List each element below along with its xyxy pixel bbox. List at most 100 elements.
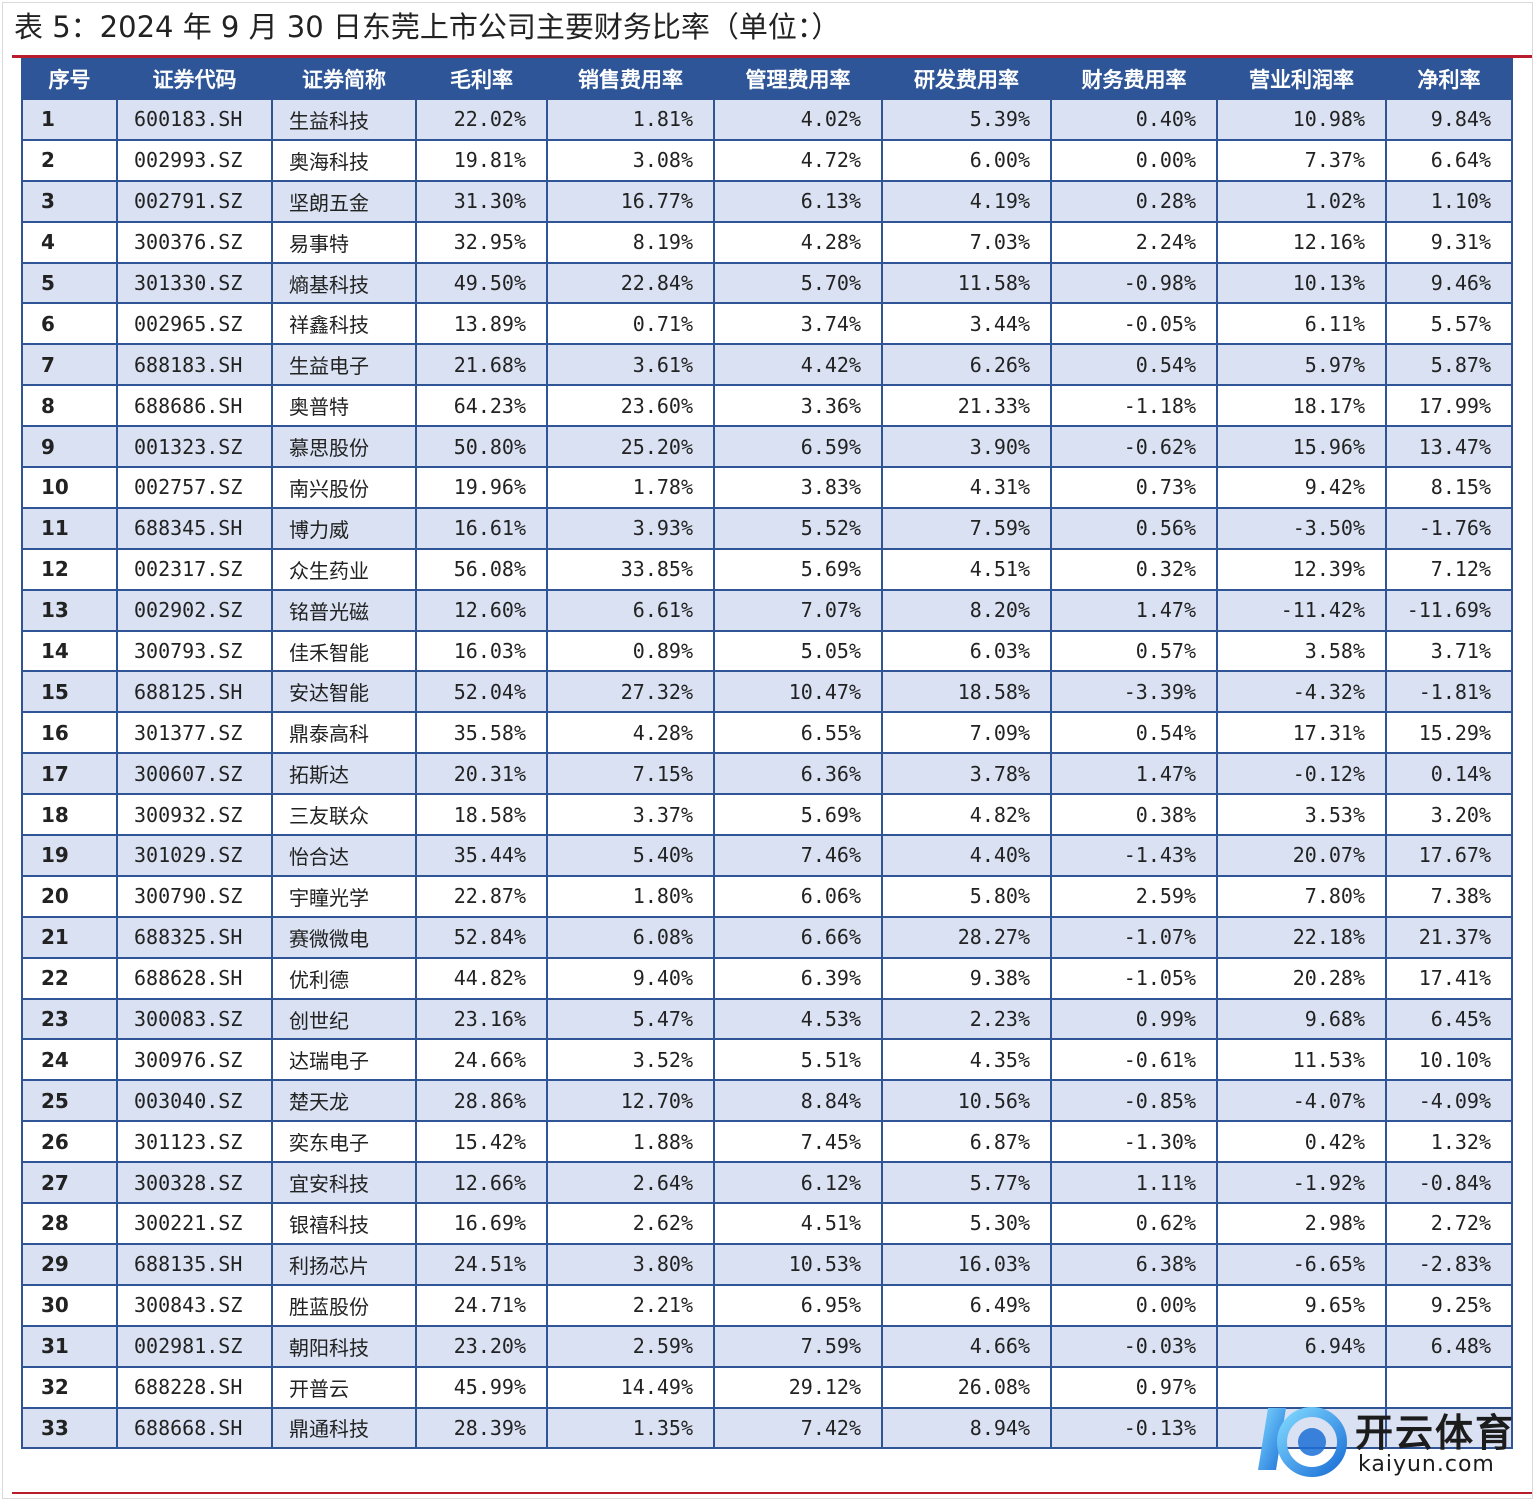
cell-code: 002981.SZ (116, 1324, 273, 1368)
cell-operating-margin (1216, 1406, 1387, 1450)
col-header-finance-expense: 财务费用率 (1050, 58, 1218, 100)
cell-gross-margin: 16.03% (415, 629, 548, 673)
cell-finance-expense: 0.73% (1050, 466, 1218, 509)
cell-sales-expense: 3.08% (546, 138, 715, 182)
cell-rd-expense: 4.66% (881, 1324, 1052, 1368)
cell-gross-margin: 22.87% (415, 874, 548, 918)
table-row: 32 688228.SH 开普云 45.99% 14.49% 29.12% 26.08% 0.… (21, 1365, 1513, 1409)
cell-gross-margin: 52.04% (415, 670, 548, 714)
cell-code: 688135.SH (116, 1242, 273, 1286)
cell-sales-expense: 1.88% (546, 1120, 715, 1164)
cell-code: 688183.SH (116, 343, 273, 387)
cell-operating-margin: 20.28% (1216, 956, 1387, 1000)
cell-finance-expense: -1.07% (1050, 915, 1218, 959)
cell-finance-expense: 2.24% (1050, 220, 1218, 264)
cell-admin-expense: 10.53% (713, 1242, 883, 1286)
table-row: 25 003040.SZ 楚天龙 28.86% 12.70% 8.84% 10.56% -0.… (21, 1079, 1513, 1123)
cell-rd-expense: 4.35% (881, 1038, 1052, 1082)
cell-rd-expense: 6.03% (881, 629, 1052, 673)
cell-finance-expense: 0.00% (1050, 1283, 1218, 1327)
cell-index: 15 (21, 670, 118, 714)
table-row: 8 688686.SH 奥普特 64.23% 23.60% 3.36% 21.33% -1.1… (21, 384, 1513, 428)
cell-name: 鼎泰高科 (271, 711, 417, 755)
cell-operating-margin: -6.65% (1216, 1242, 1387, 1286)
cell-admin-expense: 10.47% (713, 670, 883, 714)
cell-admin-expense: 6.06% (713, 874, 883, 918)
cell-index: 31 (21, 1324, 118, 1368)
cell-index: 17 (21, 752, 118, 796)
cell-net-margin: 9.31% (1385, 220, 1513, 264)
cell-sales-expense: 25.20% (546, 425, 715, 469)
cell-admin-expense: 6.13% (713, 179, 883, 223)
cell-finance-expense: 1.47% (1050, 752, 1218, 796)
cell-gross-margin: 19.81% (415, 138, 548, 182)
cell-name: 生益科技 (271, 98, 417, 141)
cell-name: 奥海科技 (271, 138, 417, 182)
cell-code: 300376.SZ (116, 220, 273, 264)
cell-rd-expense: 16.03% (881, 1242, 1052, 1286)
col-header-gross-margin: 毛利率 (415, 58, 548, 100)
cell-sales-expense: 27.32% (546, 670, 715, 714)
cell-code: 300221.SZ (116, 1202, 273, 1245)
cell-operating-margin: -11.42% (1216, 588, 1387, 632)
cell-finance-expense: -0.62% (1050, 425, 1218, 469)
cell-gross-margin: 28.39% (415, 1406, 548, 1450)
cell-operating-margin: 6.94% (1216, 1324, 1387, 1368)
cell-name: 铭普光磁 (271, 588, 417, 632)
cell-admin-expense: 6.55% (713, 711, 883, 755)
cell-code: 002993.SZ (116, 138, 273, 182)
cell-sales-expense: 6.08% (546, 915, 715, 959)
cell-admin-expense: 7.45% (713, 1120, 883, 1164)
cell-name: 坚朗五金 (271, 179, 417, 223)
cell-sales-expense: 3.52% (546, 1038, 715, 1082)
table-row: 22 688628.SH 优利德 44.82% 9.40% 6.39% 9.38% -1.05… (21, 956, 1513, 1000)
cell-code: 300843.SZ (116, 1283, 273, 1327)
cell-code: 688686.SH (116, 384, 273, 428)
cell-operating-margin: 22.18% (1216, 915, 1387, 959)
cell-net-margin: 7.12% (1385, 547, 1513, 591)
cell-sales-expense: 7.15% (546, 752, 715, 796)
cell-admin-expense: 5.70% (713, 261, 883, 305)
table-row: 11 688345.SH 博力威 16.61% 3.93% 5.52% 7.59% 0.56%… (21, 506, 1513, 550)
cell-operating-margin: -3.50% (1216, 506, 1387, 550)
cell-name: 赛微微电 (271, 915, 417, 959)
cell-gross-margin: 24.66% (415, 1038, 548, 1082)
cell-finance-expense: -1.30% (1050, 1120, 1218, 1164)
cell-net-margin: 17.41% (1385, 956, 1513, 1000)
cell-rd-expense: 10.56% (881, 1079, 1052, 1123)
cell-gross-margin: 24.51% (415, 1242, 548, 1286)
cell-net-margin: 2.72% (1385, 1202, 1513, 1245)
cell-admin-expense: 7.07% (713, 588, 883, 632)
cell-name: 鼎通科技 (271, 1406, 417, 1450)
cell-sales-expense: 33.85% (546, 547, 715, 591)
table-row: 10 002757.SZ 南兴股份 19.96% 1.78% 3.83% 4.31% 0.73… (21, 466, 1513, 509)
cell-gross-margin: 16.61% (415, 506, 548, 550)
cell-admin-expense: 4.72% (713, 138, 883, 182)
cell-finance-expense: 0.54% (1050, 343, 1218, 387)
cell-finance-expense: -1.05% (1050, 956, 1218, 1000)
cell-finance-expense: -0.13% (1050, 1406, 1218, 1450)
cell-net-margin: -1.81% (1385, 670, 1513, 714)
cell-gross-margin: 64.23% (415, 384, 548, 428)
cell-gross-margin: 23.16% (415, 997, 548, 1041)
cell-index: 19 (21, 834, 118, 877)
cell-admin-expense: 5.51% (713, 1038, 883, 1082)
cell-name: 宇瞳光学 (271, 874, 417, 918)
cell-admin-expense: 4.28% (713, 220, 883, 264)
cell-index: 30 (21, 1283, 118, 1327)
cell-gross-margin: 50.80% (415, 425, 548, 469)
cell-net-margin: -4.09% (1385, 1079, 1513, 1123)
cell-gross-margin: 31.30% (415, 179, 548, 223)
cell-operating-margin: 18.17% (1216, 384, 1387, 428)
cell-sales-expense: 0.89% (546, 629, 715, 673)
cell-sales-expense: 12.70% (546, 1079, 715, 1123)
table-row: 17 300607.SZ 拓斯达 20.31% 7.15% 6.36% 3.78% 1.47%… (21, 752, 1513, 796)
cell-net-margin: 7.38% (1385, 874, 1513, 918)
cell-operating-margin: 3.53% (1216, 793, 1387, 837)
cell-gross-margin: 52.84% (415, 915, 548, 959)
cell-rd-expense: 4.40% (881, 834, 1052, 877)
cell-rd-expense: 4.31% (881, 466, 1052, 509)
cell-index: 28 (21, 1202, 118, 1245)
cell-admin-expense: 6.66% (713, 915, 883, 959)
cell-name: 拓斯达 (271, 752, 417, 796)
